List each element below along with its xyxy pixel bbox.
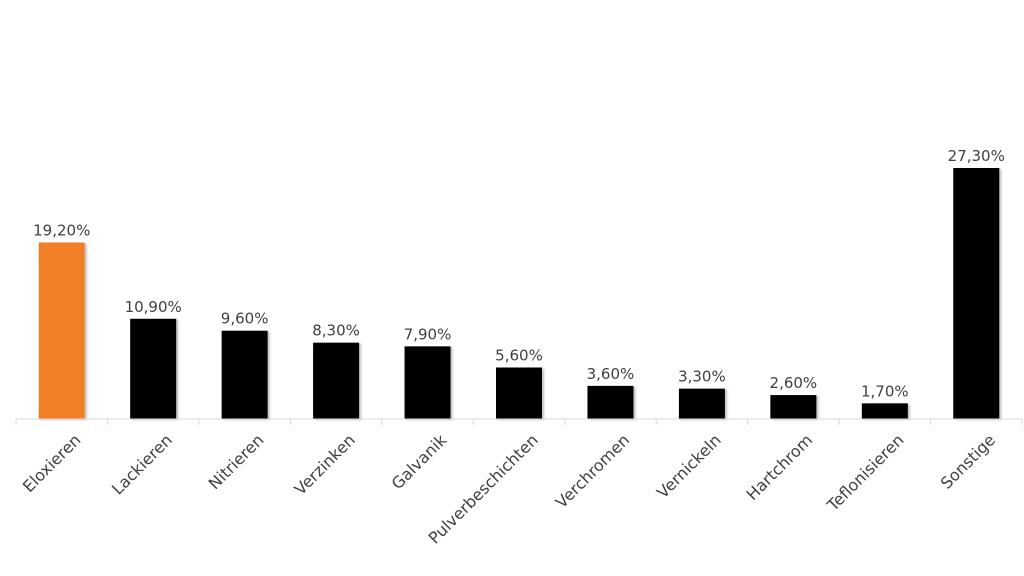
- bar-verchromen: [587, 385, 634, 419]
- bar-galvanik: [404, 346, 451, 419]
- bar-teflonisieren: [861, 403, 908, 419]
- x-tick-label: Hartchrom: [742, 430, 816, 504]
- bar-nitrieren: [221, 330, 268, 419]
- bar-pulverbeschichten: [496, 367, 542, 419]
- data-label: 3,60%: [587, 365, 635, 383]
- data-label: 3,30%: [678, 368, 726, 386]
- bar-sonstige: [953, 168, 1000, 419]
- data-label: 9,60%: [221, 310, 269, 328]
- bar-vernickeln: [678, 388, 725, 419]
- data-label: 5,60%: [495, 347, 543, 365]
- x-tick-label: Nitrieren: [205, 430, 268, 493]
- x-axis: [15, 418, 1023, 425]
- data-label: 27,30%: [948, 147, 1005, 165]
- bar-eloxieren: [38, 242, 85, 419]
- data-label: 10,90%: [125, 298, 182, 316]
- bars-layer: [38, 168, 1000, 419]
- data-label: 1,70%: [861, 382, 909, 400]
- data-label: 2,60%: [770, 374, 818, 392]
- x-tick-label: Teflonisieren: [823, 430, 908, 515]
- bar-lackieren: [130, 318, 177, 419]
- x-tick-label: Vernickeln: [653, 430, 725, 502]
- data-label: 8,30%: [312, 322, 360, 340]
- x-tick-label: Eloxieren: [19, 430, 85, 496]
- x-tick-label: Verzinken: [290, 430, 358, 498]
- x-tick-label: Verchromen: [552, 430, 634, 512]
- bar-hartchrom: [770, 395, 817, 419]
- x-tick-label: Sonstige: [937, 430, 999, 492]
- x-tick-label: Lackieren: [108, 430, 176, 498]
- bar-verzinken: [313, 342, 360, 419]
- data-label: 19,20%: [33, 221, 90, 239]
- data-label: 7,90%: [404, 325, 452, 343]
- x-tick-label: Galvanik: [388, 430, 451, 493]
